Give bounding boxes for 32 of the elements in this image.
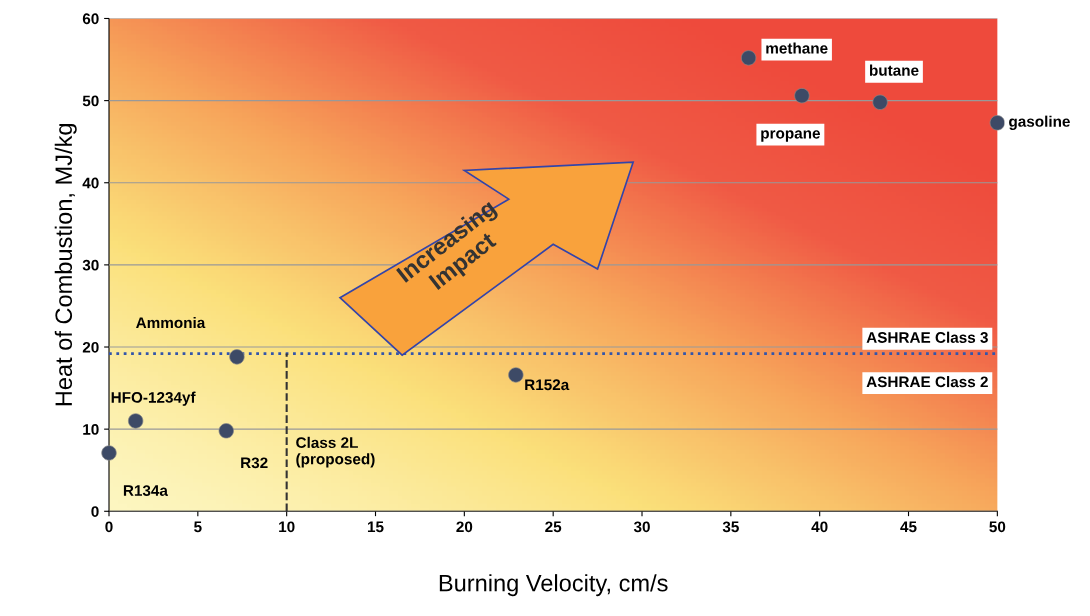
y-tick-label: 30 [82,259,99,271]
x-tick-label: 50 [989,521,1006,533]
annotation: Ammonia [136,316,206,329]
x-axis-title: Burning Velocity, cm/s [439,574,668,597]
x-tick-label: 10 [279,521,295,533]
annotation: propane [761,130,820,142]
annotation: ASHRAE Class 2 [866,376,988,388]
x-tick-label: 5 [194,521,202,533]
annotation: HFO-1234yf [111,391,196,406]
y-tick-label: 60 [82,13,99,25]
x-tick-label: 25 [545,521,562,533]
y-tick-label: 40 [82,177,99,189]
annotation: R152a [525,379,570,391]
x-tick-label: 0 [105,521,113,533]
annotation: methane [766,42,828,54]
annotation: gasoline [1009,115,1070,130]
y-tick-label: 50 [82,95,99,107]
x-tick-label: 45 [900,521,917,533]
y-axis-title: Heat of Combustion, MJ/kg [54,124,77,406]
annotation: ASHRAE Class 3 [866,331,988,343]
x-tick-label: 20 [456,521,473,533]
x-tick-label: 30 [633,521,650,533]
x-tick-label: 40 [811,521,828,533]
x-tick-label: 35 [722,521,739,533]
y-tick-label: 0 [91,506,99,517]
x-tick-label: 15 [367,521,384,533]
y-tick-label: 20 [82,341,99,353]
annotation: butane [869,64,919,76]
annotation: Class 2L (proposed) [296,436,375,468]
y-tick-label: 10 [83,424,99,435]
annotation: R32 [241,457,268,469]
annotation: R134a [123,485,169,496]
